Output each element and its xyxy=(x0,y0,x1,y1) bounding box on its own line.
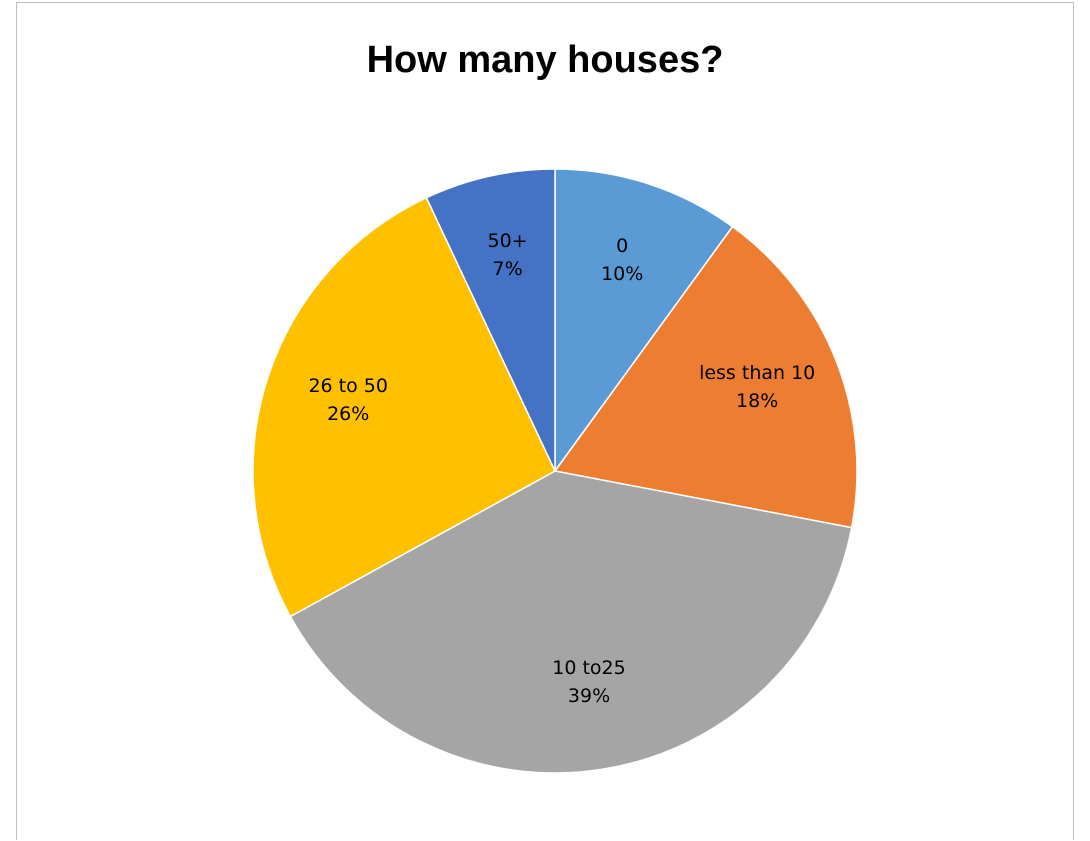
slice-category-label: 0 xyxy=(616,235,628,257)
data-label-less-than-10: less than 10 18% xyxy=(699,362,815,412)
pie-data-labels: 0 10%less than 10 18%10 to25 39%26 to 50 26%… xyxy=(308,230,815,707)
chart-area: How many houses? 0 10% less than 10 18% 10 t… xyxy=(16,2,1074,840)
slice-category-label: less than 10 xyxy=(699,362,815,384)
slice-percent-label: 7% xyxy=(492,258,522,280)
data-label-0: 0 10% xyxy=(601,235,643,285)
pie-chart: 0 10%less than 10 18%10 to25 39%26 to 50 26%… xyxy=(252,168,858,774)
slice-percent-label: 26% xyxy=(327,403,369,425)
slice-percent-label: 10% xyxy=(601,263,643,285)
data-label-26-to-50: 26 to 50 26% xyxy=(308,375,388,425)
pie-slice-0 xyxy=(554,168,734,474)
pie-slice-26-to-50 xyxy=(252,196,556,618)
slice-category-label: 10 to25 xyxy=(552,657,625,679)
pie-slice-50 xyxy=(425,168,556,472)
chart-title: How many houses? xyxy=(366,39,724,81)
slice-percent-label: 18% xyxy=(736,390,778,412)
data-label-10-to25: 10 to25 39% xyxy=(552,657,625,707)
slice-category-label: 26 to 50 xyxy=(308,375,388,397)
pie-slices xyxy=(252,168,858,774)
pie-slice-less-than-10 xyxy=(553,225,858,529)
slice-category-label: 50+ xyxy=(488,230,528,252)
data-label-50: 50+ 7% xyxy=(488,230,528,280)
slice-percent-label: 39% xyxy=(568,685,610,707)
pie-slice-10-to25 xyxy=(289,470,853,774)
